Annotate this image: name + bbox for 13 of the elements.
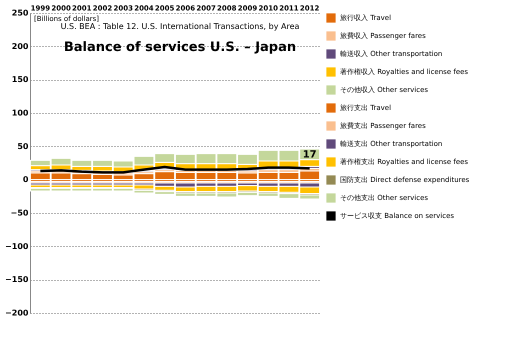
y-tick-label: 200 — [12, 42, 29, 51]
y-tick-label: 150 — [12, 75, 29, 84]
y-tick-label: −100 — [5, 242, 29, 251]
text: U.S. BEA : Table 12. U.S. International Transactions, by Area — [60, 22, 300, 31]
y-tick-label: 0 — [22, 175, 29, 184]
y-tick-label: 50 — [17, 142, 29, 151]
y-tick-label: −50 — [10, 208, 29, 218]
y-tick-label: 250 — [12, 8, 29, 18]
text: Balance of services U.S. – Japan — [64, 40, 296, 55]
y-tick-label: 100 — [12, 108, 29, 118]
y-tick-label: −150 — [5, 275, 29, 284]
y-tick-label: −200 — [5, 308, 29, 318]
data-label: 17 — [302, 149, 317, 160]
